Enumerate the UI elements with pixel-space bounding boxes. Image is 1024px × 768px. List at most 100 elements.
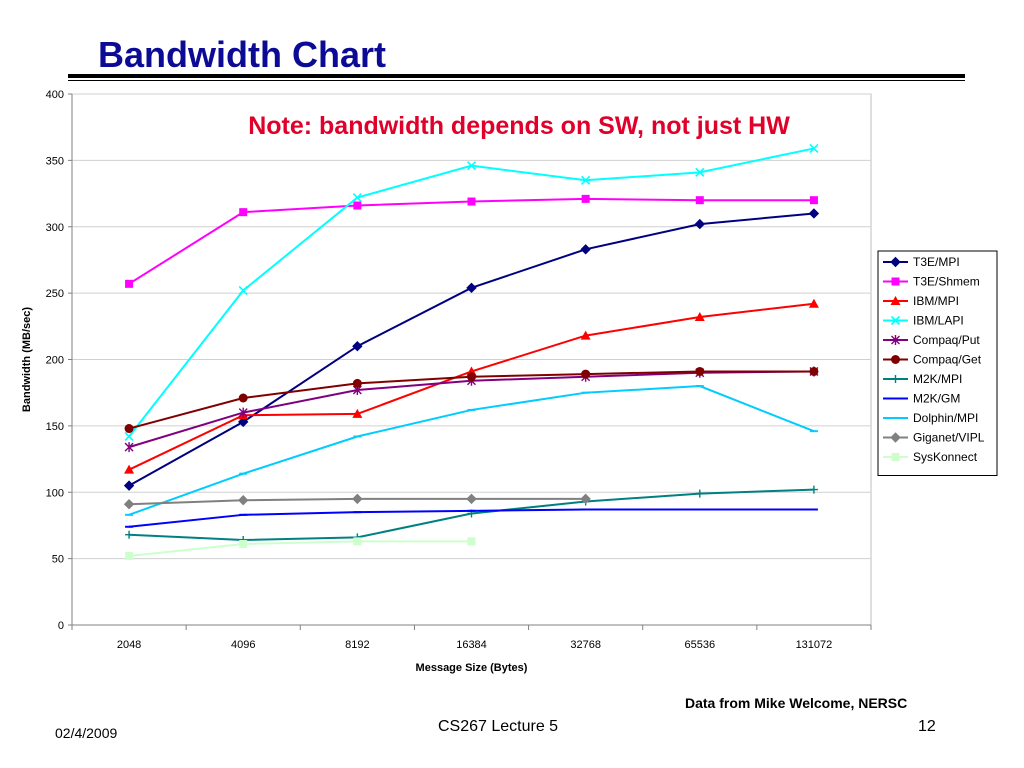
data-point xyxy=(123,498,135,510)
data-point xyxy=(809,366,819,376)
data-point xyxy=(352,378,362,388)
y-tick-label: 350 xyxy=(46,155,64,167)
y-tick-label: 0 xyxy=(58,620,64,632)
data-point xyxy=(125,279,134,288)
data-point xyxy=(581,369,591,379)
series-compaq-get xyxy=(124,366,819,434)
series-t3e-mpi xyxy=(123,208,820,491)
x-tick-label: 8192 xyxy=(345,639,369,651)
y-tick-label: 300 xyxy=(46,222,64,234)
x-tick-label: 16384 xyxy=(456,639,487,651)
legend-item: T3E/MPI xyxy=(883,255,960,269)
data-point xyxy=(809,143,819,153)
legend-item: SysKonnect xyxy=(883,450,978,464)
data-point xyxy=(125,551,134,560)
footer-lecture: CS267 Lecture 5 xyxy=(438,718,559,735)
y-tick-label: 400 xyxy=(46,89,64,101)
legend-label: T3E/Shmem xyxy=(913,275,980,289)
series-m2k-gm xyxy=(125,508,818,528)
data-point xyxy=(809,485,818,494)
chart-annotation: Note: bandwidth depends on SW, not just … xyxy=(248,112,790,140)
data-point xyxy=(239,208,248,217)
legend-item: IBM/MPI xyxy=(883,294,959,308)
data-point xyxy=(580,330,591,340)
legend-item: Compaq/Get xyxy=(883,353,982,367)
data-point xyxy=(467,537,476,546)
y-tick-label: 150 xyxy=(46,421,64,433)
data-point xyxy=(580,244,591,255)
footer-page-number: 12 xyxy=(918,718,936,735)
data-point xyxy=(467,197,476,206)
data-point xyxy=(890,256,901,268)
data-point xyxy=(466,161,477,171)
y-tick-label: 100 xyxy=(46,487,64,499)
data-point xyxy=(124,431,134,442)
series-ibm-lapi xyxy=(124,143,819,442)
data-point xyxy=(352,192,362,203)
legend-item: IBM/LAPI xyxy=(883,314,964,328)
x-axis-title: Message Size (Bytes) xyxy=(416,662,528,674)
legend-label: Giganet/VIPL xyxy=(913,431,985,445)
data-point xyxy=(694,312,705,322)
data-point xyxy=(891,277,900,286)
x-tick-label: 4096 xyxy=(231,639,255,651)
data-point xyxy=(694,218,705,230)
x-tick-label: 2048 xyxy=(117,639,141,651)
data-credit: Data from Mike Welcome, NERSC xyxy=(685,695,908,711)
data-point xyxy=(353,201,362,210)
legend-item: Dolphin/MPI xyxy=(883,411,978,425)
legend-label: SysKonnect xyxy=(913,450,978,464)
y-tick-label: 250 xyxy=(46,288,64,300)
data-point xyxy=(466,282,477,294)
data-point xyxy=(891,375,900,383)
data-point xyxy=(124,464,135,474)
slide-title: Bandwidth Chart xyxy=(98,34,386,75)
legend-label: M2K/GM xyxy=(913,392,960,406)
data-point xyxy=(238,393,248,403)
data-point xyxy=(238,407,248,418)
legend-item: Compaq/Put xyxy=(883,333,980,347)
data-point xyxy=(808,208,820,219)
data-point xyxy=(239,540,248,549)
data-point xyxy=(580,493,591,505)
data-point xyxy=(581,194,590,203)
data-point xyxy=(891,335,900,345)
data-point xyxy=(695,167,705,177)
data-point xyxy=(890,296,901,305)
legend-label: Compaq/Get xyxy=(913,353,982,367)
series-dolphin-mpi xyxy=(125,385,818,516)
data-point xyxy=(353,537,362,546)
series-giganet-vipl xyxy=(123,493,591,510)
legend-label: T3E/MPI xyxy=(913,255,960,269)
legend-label: Compaq/Put xyxy=(913,333,980,347)
data-point xyxy=(808,298,819,308)
legend-item: Giganet/VIPL xyxy=(883,431,985,445)
data-point xyxy=(352,493,363,505)
data-point xyxy=(238,416,249,428)
data-point xyxy=(891,453,900,461)
series-syskonnect xyxy=(125,537,476,560)
series-line xyxy=(128,540,472,557)
title-rule xyxy=(68,74,965,78)
data-point xyxy=(238,285,248,296)
data-point xyxy=(466,493,477,505)
data-point xyxy=(890,432,901,443)
x-tick-label: 65536 xyxy=(684,639,715,651)
x-tick-label: 131072 xyxy=(796,639,833,651)
legend-item: M2K/MPI xyxy=(883,372,962,386)
data-point xyxy=(809,196,818,205)
data-point xyxy=(238,495,249,506)
legend-label: IBM/LAPI xyxy=(913,314,964,328)
data-point xyxy=(581,175,591,185)
legend-label: M2K/MPI xyxy=(913,372,962,386)
data-point xyxy=(123,480,135,491)
data-point xyxy=(695,196,704,205)
data-point xyxy=(125,530,134,539)
data-point xyxy=(695,489,704,498)
data-point xyxy=(352,341,363,352)
y-tick-label: 200 xyxy=(46,355,64,367)
legend-label: Dolphin/MPI xyxy=(913,411,978,425)
data-point xyxy=(124,424,134,434)
legend-item: M2K/GM xyxy=(883,392,960,406)
